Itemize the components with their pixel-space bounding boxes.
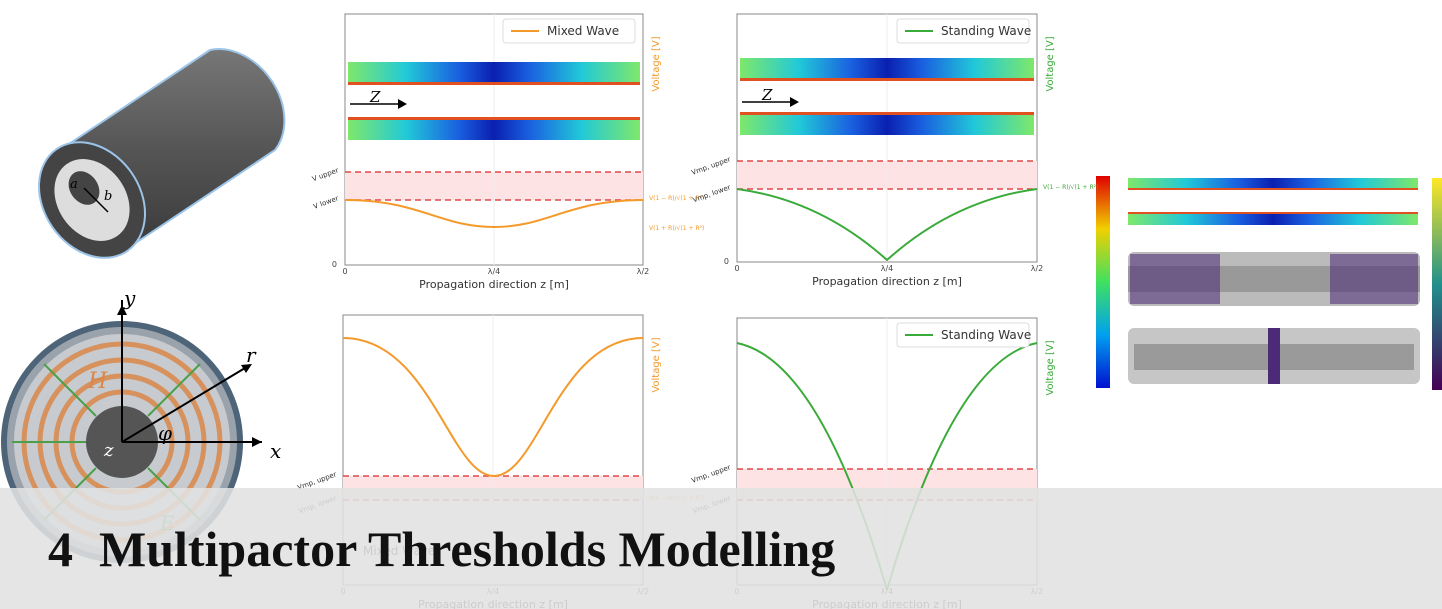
y-tick-label: 0 [724, 257, 729, 266]
x-axis-label: Propagation direction z [m] [419, 278, 569, 291]
x-tick-label: λ/4 [488, 267, 501, 276]
angle-label: φ [158, 421, 172, 445]
voltage-curve [736, 188, 1038, 262]
threshold-label: Vmp, upper [690, 155, 731, 177]
x-tick-label: 0 [734, 264, 739, 273]
voltage-curve [344, 199, 644, 229]
legend-label: Standing Wave [941, 24, 1031, 38]
field-strip [740, 112, 1034, 135]
axis-label: y [123, 286, 136, 310]
y-axis-label: Voltage [V] [651, 36, 662, 91]
field-edge [348, 82, 640, 85]
axis-arrow-label: Z [369, 88, 381, 106]
x-tick-label: λ/2 [637, 267, 650, 276]
coax-label: a [70, 177, 78, 192]
side-label: V(1 − R)/√(1 + R²) [1043, 184, 1098, 191]
voltage-curve [342, 337, 644, 478]
legend-box [502, 18, 636, 44]
chapter-title: Multipactor Thresholds Modelling [99, 521, 836, 577]
side-label: V(1 + R)/√(1 + R²) [649, 225, 704, 232]
axis-arrowhead [790, 97, 799, 107]
y-axis-label: Voltage [V] [1045, 36, 1056, 91]
side-label: V(1 − R)/√(1 + R²) [649, 195, 704, 202]
x-tick-label: λ/2 [1031, 264, 1044, 273]
chapter-number: 4 [48, 521, 73, 577]
coax-cylinder: a b [37, 48, 286, 259]
field-strip [348, 62, 640, 85]
simulation-panel [1096, 176, 1442, 390]
threshold-label: Vmp, upper [690, 463, 731, 485]
field-strip [740, 58, 1034, 81]
axis-label: z [103, 440, 114, 461]
legend-label: Standing Wave [941, 328, 1031, 342]
coax-label: b [104, 189, 112, 204]
threshold-label: Vmp, lower [692, 183, 732, 204]
threshold-label: V upper [311, 166, 340, 183]
heading-band [0, 488, 1442, 609]
field-label: H [87, 369, 108, 394]
legend-box [896, 18, 1030, 44]
y-tick-label: 0 [332, 260, 337, 269]
x-tick-label: 0 [342, 267, 347, 276]
x-tick-label: λ/4 [881, 264, 894, 273]
threshold-label: V lower [312, 194, 339, 211]
axis-arrowhead [398, 99, 407, 109]
legend-label: Mixed Wave [547, 24, 619, 38]
x-axis-label: Propagation direction z [m] [812, 275, 962, 288]
axis-label: x [270, 439, 281, 463]
legend-box [896, 322, 1030, 348]
field-edge [348, 117, 640, 120]
field-edge [740, 78, 1034, 81]
y-axis-label: Voltage [V] [651, 337, 662, 392]
axis-label: r [246, 343, 257, 367]
chapter-heading: 4 Multipactor Thresholds Modelling [48, 520, 861, 578]
field-edge [740, 112, 1034, 115]
axis-arrow-label: Z [761, 86, 773, 104]
y-axis-label: Voltage [V] [1045, 340, 1056, 395]
field-strip [348, 117, 640, 140]
